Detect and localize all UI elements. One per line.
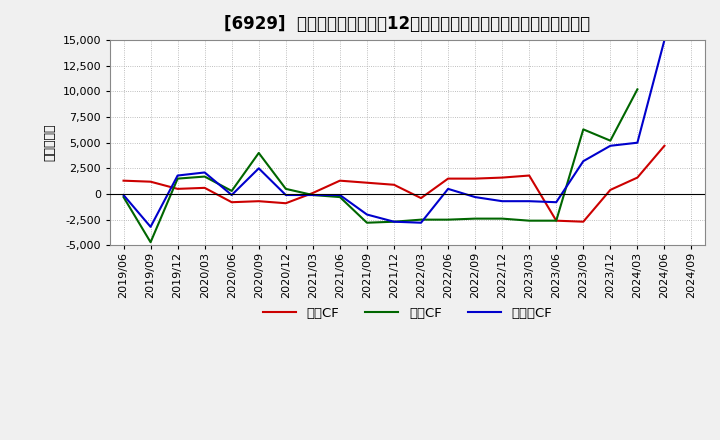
営業CF	[579, 219, 588, 224]
フリーCF	[498, 198, 506, 204]
営業CF	[552, 218, 561, 224]
営業CF	[254, 198, 263, 204]
投資CF	[146, 240, 155, 245]
Line: 投資CF: 投資CF	[124, 89, 637, 242]
フリーCF	[660, 37, 669, 43]
Title: [6929]  キャッシュフローの12か月移動合計の対前年同期増減額の推移: [6929] キャッシュフローの12か月移動合計の対前年同期増減額の推移	[225, 15, 590, 33]
フリーCF	[309, 192, 318, 198]
Line: 営業CF: 営業CF	[124, 146, 665, 222]
フリーCF	[200, 170, 209, 175]
Line: フリーCF: フリーCF	[124, 40, 665, 227]
投資CF	[606, 138, 615, 143]
営業CF	[146, 179, 155, 184]
投資CF	[498, 216, 506, 221]
投資CF	[633, 87, 642, 92]
フリーCF	[120, 192, 128, 198]
フリーCF	[525, 198, 534, 204]
営業CF	[390, 182, 398, 187]
フリーCF	[606, 143, 615, 148]
投資CF	[417, 217, 426, 222]
フリーCF	[336, 192, 344, 198]
投資CF	[471, 216, 480, 221]
営業CF	[363, 180, 372, 185]
フリーCF	[417, 220, 426, 225]
営業CF	[417, 195, 426, 201]
営業CF	[444, 176, 452, 181]
営業CF	[471, 176, 480, 181]
フリーCF	[254, 166, 263, 171]
営業CF	[200, 185, 209, 191]
投資CF	[174, 176, 182, 181]
Y-axis label: （百万円）: （百万円）	[44, 124, 57, 161]
フリーCF	[363, 212, 372, 217]
フリーCF	[146, 224, 155, 230]
投資CF	[336, 194, 344, 200]
フリーCF	[579, 158, 588, 164]
フリーCF	[552, 200, 561, 205]
投資CF	[390, 219, 398, 224]
営業CF	[633, 175, 642, 180]
営業CF	[309, 191, 318, 196]
Legend: 営業CF, 投資CF, フリーCF: 営業CF, 投資CF, フリーCF	[258, 301, 557, 325]
営業CF	[120, 178, 128, 183]
営業CF	[498, 175, 506, 180]
営業CF	[660, 143, 669, 148]
投資CF	[200, 174, 209, 179]
営業CF	[525, 173, 534, 178]
投資CF	[552, 218, 561, 224]
フリーCF	[228, 192, 236, 198]
投資CF	[309, 192, 318, 198]
投資CF	[579, 127, 588, 132]
フリーCF	[471, 194, 480, 200]
営業CF	[282, 201, 290, 206]
営業CF	[606, 187, 615, 193]
投資CF	[444, 217, 452, 222]
営業CF	[228, 200, 236, 205]
営業CF	[174, 186, 182, 191]
フリーCF	[282, 192, 290, 198]
フリーCF	[633, 140, 642, 145]
フリーCF	[444, 186, 452, 191]
投資CF	[363, 220, 372, 225]
投資CF	[525, 218, 534, 224]
投資CF	[120, 194, 128, 200]
投資CF	[254, 150, 263, 156]
投資CF	[282, 186, 290, 191]
フリーCF	[174, 173, 182, 178]
フリーCF	[390, 219, 398, 224]
営業CF	[336, 178, 344, 183]
投資CF	[228, 188, 236, 194]
